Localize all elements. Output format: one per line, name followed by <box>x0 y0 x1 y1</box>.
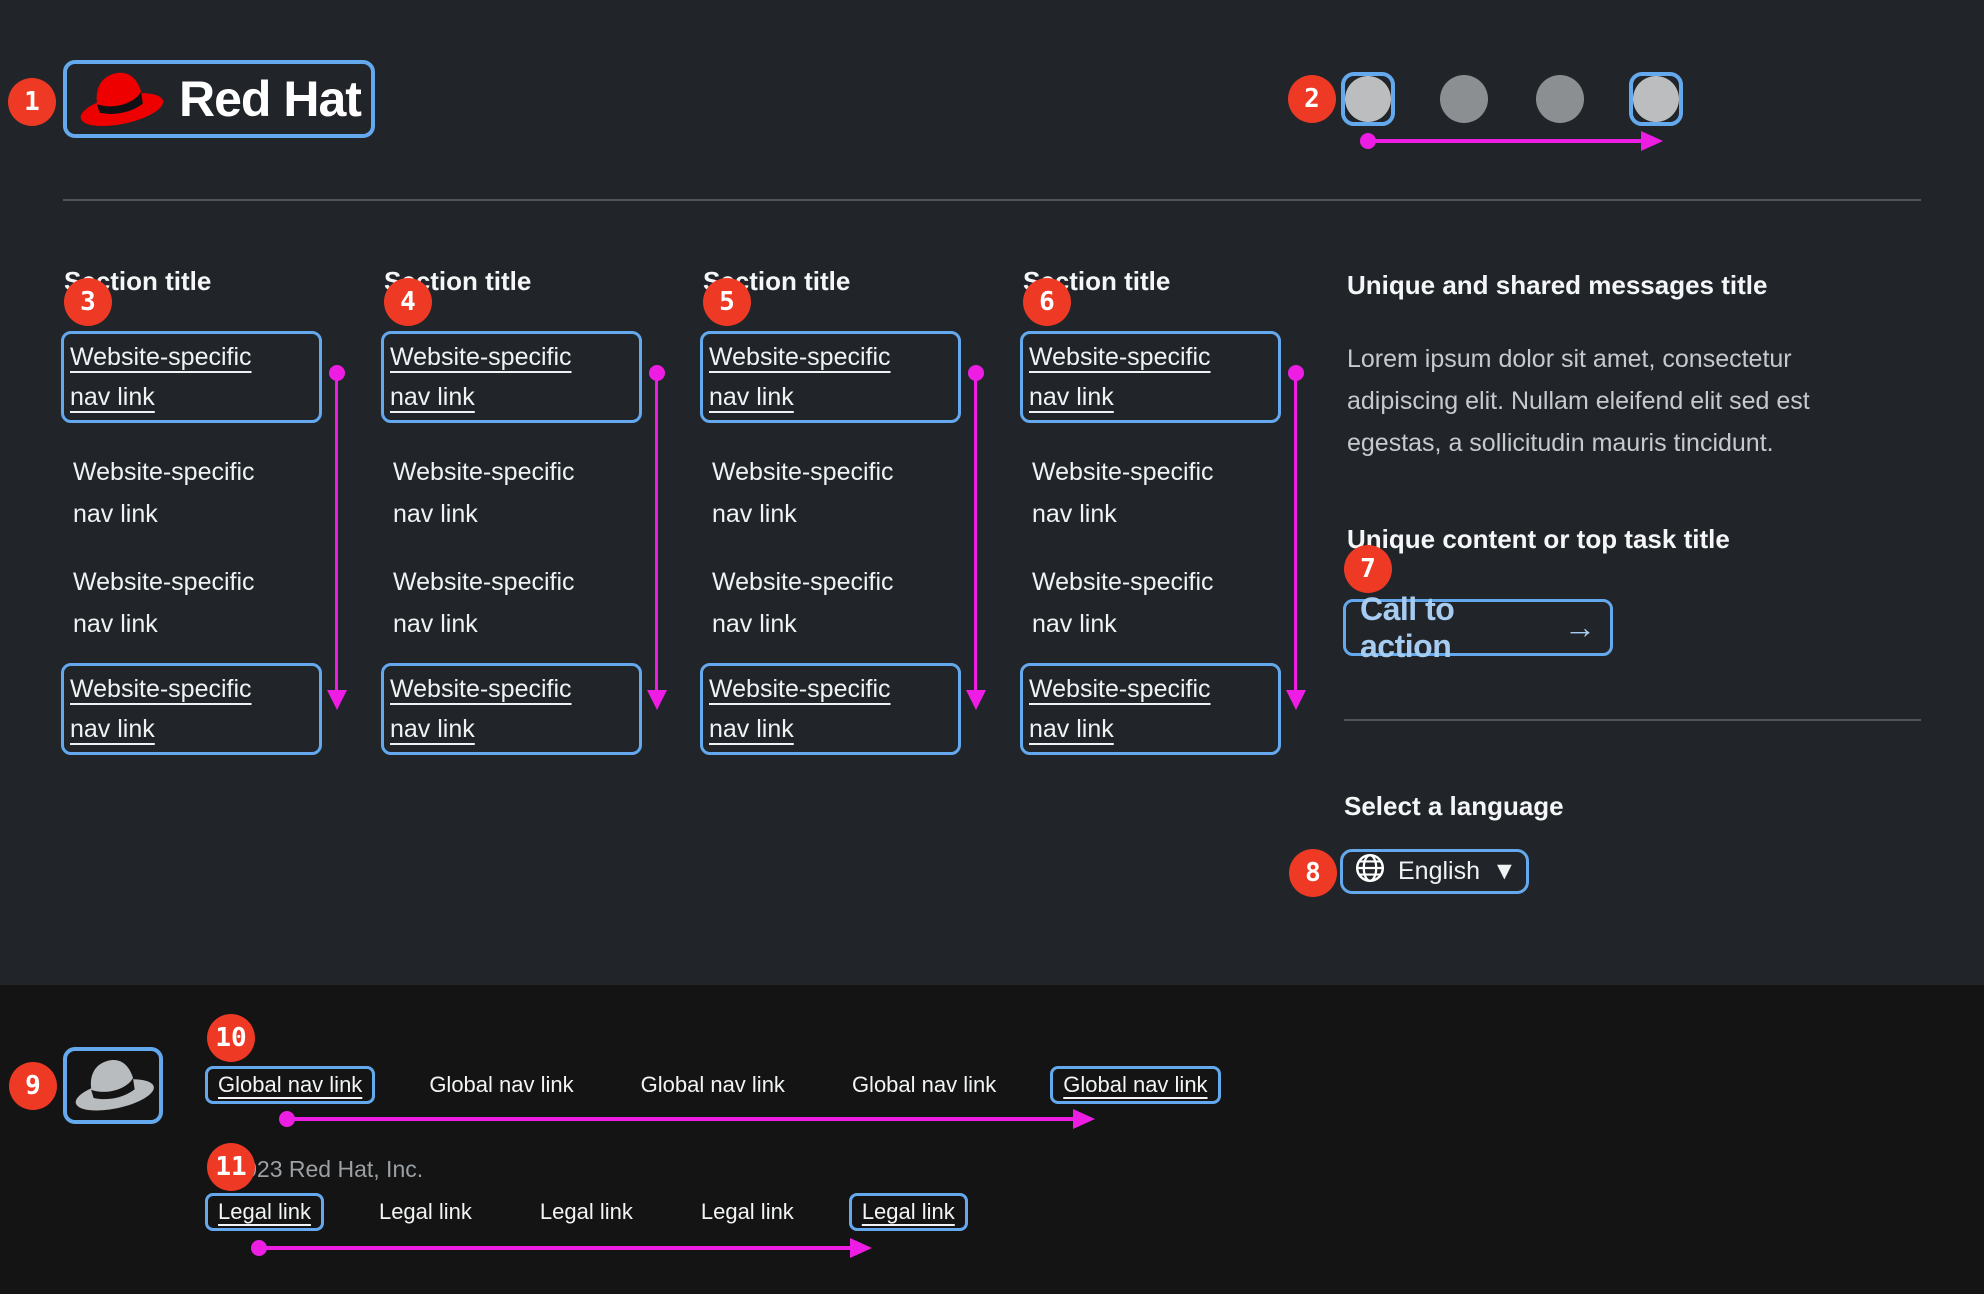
global-nav-link[interactable]: Global nav link <box>205 1066 376 1104</box>
website-nav-link[interactable]: Website-specific nav link <box>1032 568 1214 638</box>
info-divider <box>1344 719 1921 721</box>
website-nav-link[interactable]: Website-specific nav link <box>381 663 642 755</box>
annotation-badge-2: 2 <box>1288 75 1336 123</box>
language-selector[interactable]: English ▼ <box>1340 849 1529 894</box>
footer-nav-column-4: Section title Website-specific nav link … <box>1020 264 1281 769</box>
legal-link[interactable]: Legal link <box>848 1193 968 1231</box>
website-nav-link[interactable]: Website-specific nav link <box>1020 331 1281 423</box>
legal-links-row: Legal link Legal link Legal link Legal l… <box>205 1193 968 1231</box>
call-to-action-label: Call to action <box>1360 590 1455 664</box>
annotation-badge-6: 6 <box>1023 278 1071 326</box>
tab-order-arrow-global-nav <box>279 1109 1095 1129</box>
social-icon-placeholder <box>1345 76 1391 122</box>
website-nav-link[interactable]: Website-specific nav link <box>61 663 322 755</box>
annotation-badge-5: 5 <box>703 278 751 326</box>
footer-nav-column-2: Section title Website-specific nav link … <box>381 264 642 769</box>
global-nav-link[interactable]: Global nav link <box>851 1072 997 1097</box>
tab-order-arrow-column-4 <box>1286 365 1306 710</box>
annotation-badge-7: 7 <box>1344 545 1392 593</box>
tab-order-arrow-social <box>1360 131 1663 151</box>
annotation-badge-8: 8 <box>1289 849 1337 897</box>
website-nav-link[interactable]: Website-specific nav link <box>393 458 575 528</box>
website-nav-link[interactable]: Website-specific nav link <box>1032 458 1214 528</box>
global-nav-row: Global nav link Global nav link Global n… <box>205 1066 1221 1104</box>
header-divider <box>63 199 1921 201</box>
website-nav-link[interactable]: Website-specific nav link <box>61 331 322 423</box>
top-task-title: Unique content or top task title <box>1347 524 1730 554</box>
global-nav-link[interactable]: Global nav link <box>1050 1066 1221 1104</box>
website-nav-link[interactable]: Website-specific nav link <box>381 331 642 423</box>
footer-nav-column-1: Section title Website-specific nav link … <box>61 264 322 769</box>
redhat-fedora-icon <box>75 63 165 136</box>
language-heading: Select a language <box>1344 791 1564 821</box>
legal-link[interactable]: Legal link <box>378 1199 472 1224</box>
redhat-logo-link[interactable]: Red Hat <box>63 60 375 138</box>
annotation-badge-11: 11 <box>207 1143 255 1191</box>
annotation-badge-1: 1 <box>8 78 56 126</box>
social-link-4[interactable] <box>1629 72 1683 126</box>
tab-order-arrow-column-1 <box>327 365 347 710</box>
call-to-action-link[interactable]: Call to action → <box>1343 591 1613 664</box>
website-nav-link[interactable]: Website-specific nav link <box>700 331 961 423</box>
language-value: English <box>1398 857 1480 885</box>
caret-down-icon: ▼ <box>1492 857 1517 885</box>
redhat-wordmark: Red Hat <box>179 71 362 127</box>
website-nav-link[interactable]: Website-specific nav link <box>700 663 961 755</box>
annotation-badge-4: 4 <box>384 278 432 326</box>
social-link-1[interactable] <box>1341 72 1395 126</box>
website-nav-link[interactable]: Website-specific nav link <box>1020 663 1281 755</box>
social-link-3[interactable] <box>1536 75 1584 123</box>
globe-icon <box>1354 852 1386 891</box>
redhat-hat-home-link[interactable] <box>63 1047 163 1124</box>
global-nav-link[interactable]: Global nav link <box>429 1072 574 1097</box>
global-nav-link[interactable]: Global nav link <box>640 1072 785 1097</box>
legal-link[interactable]: Legal link <box>205 1193 324 1231</box>
gray-fedora-icon <box>69 1051 157 1120</box>
legal-link[interactable]: Legal link <box>539 1199 633 1224</box>
annotation-badge-10: 10 <box>207 1014 255 1062</box>
messages-body: Lorem ipsum dolor sit amet, consectetur … <box>1347 345 1810 457</box>
website-nav-link[interactable]: Website-specific nav link <box>73 568 255 638</box>
footer-nav-column-3: Section title Website-specific nav link … <box>700 264 961 769</box>
tab-order-arrow-column-2 <box>647 365 667 710</box>
website-nav-link[interactable]: Website-specific nav link <box>73 458 255 528</box>
tab-order-arrow-column-3 <box>966 365 986 710</box>
website-nav-link[interactable]: Website-specific nav link <box>393 568 575 638</box>
social-icon-placeholder <box>1633 76 1679 122</box>
tab-order-arrow-legal <box>251 1238 872 1258</box>
annotation-badge-3: 3 <box>64 278 112 326</box>
website-nav-link[interactable]: Website-specific nav link <box>712 568 894 638</box>
messages-title: Unique and shared messages title <box>1347 270 1768 300</box>
social-link-2[interactable] <box>1440 75 1488 123</box>
annotation-badge-9: 9 <box>9 1062 57 1110</box>
website-nav-link[interactable]: Website-specific nav link <box>712 458 894 528</box>
legal-link[interactable]: Legal link <box>700 1199 794 1224</box>
arrow-right-icon: → <box>1564 609 1596 645</box>
global-footer-band <box>0 985 1984 1294</box>
